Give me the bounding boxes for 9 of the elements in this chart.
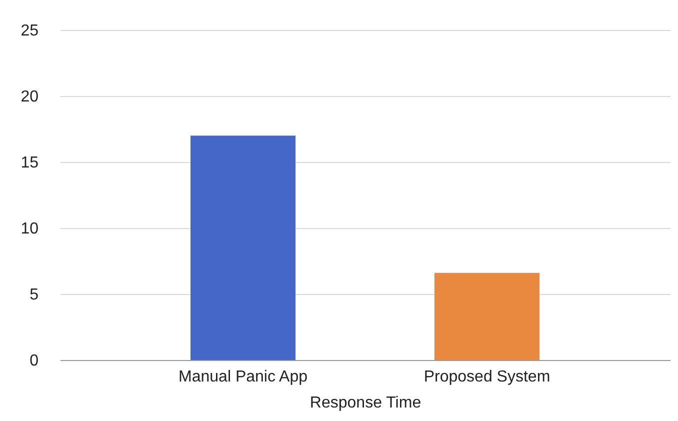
x-tick-label: Proposed System <box>424 368 550 386</box>
x-axis-title: Response Time <box>310 394 422 412</box>
y-tick-label: 0 <box>30 352 39 370</box>
y-tick-label: 15 <box>20 154 39 172</box>
y-tick-label: 5 <box>30 286 39 304</box>
y-tick-label: 20 <box>20 88 39 106</box>
y-tick-label: 25 <box>20 22 39 40</box>
x-tick-label: Manual Panic App <box>178 368 308 386</box>
y-tick-label: 10 <box>20 220 39 238</box>
